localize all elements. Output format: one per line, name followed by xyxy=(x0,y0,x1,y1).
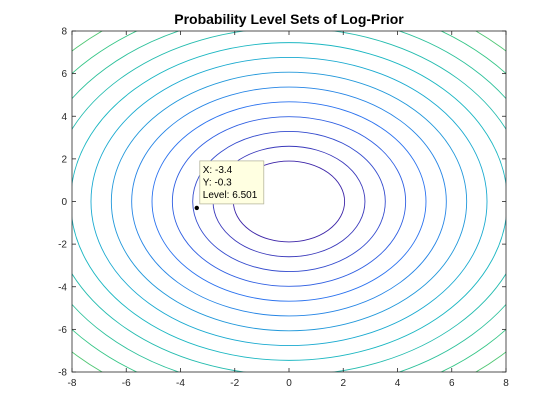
contour-level-5 xyxy=(151,101,427,302)
x-tick-label: 4 xyxy=(395,378,401,389)
datatip-box xyxy=(199,160,265,205)
y-tick-label: -2 xyxy=(58,240,67,251)
plot-area-background xyxy=(72,31,506,372)
y-tick-label: -4 xyxy=(58,282,67,293)
y-tick-label: 0 xyxy=(61,197,67,208)
datatip-marker[interactable] xyxy=(194,205,199,211)
x-tick-label: -2 xyxy=(230,378,239,389)
contour-level-4 xyxy=(171,116,407,287)
x-tick-label: -8 xyxy=(68,378,77,389)
contour-level-7 xyxy=(110,71,468,332)
x-tick-label: 8 xyxy=(503,378,509,389)
x-tick-label: 0 xyxy=(286,378,292,389)
x-axis: -8 -6 -4 -2 0 2 4 6 8 xyxy=(68,31,509,389)
x-tick-label: -4 xyxy=(176,378,185,389)
contour-level-9 xyxy=(72,42,506,361)
contour-level-8 xyxy=(90,56,488,347)
y-tick-label: 2 xyxy=(61,154,67,165)
y-tick-label: 6 xyxy=(61,69,67,80)
datatip-x-label: X: -3.4 xyxy=(203,165,233,176)
x-tick-label: 2 xyxy=(340,378,346,389)
y-tick-label: -8 xyxy=(58,368,67,379)
x-tick-label: 6 xyxy=(449,378,455,389)
y-axis: -8 -6 -4 -2 0 2 4 6 8 xyxy=(58,27,506,379)
datatip-level-label: Level: 6.501 xyxy=(203,190,258,201)
chart-title: Probability Level Sets of Log-Prior xyxy=(174,11,404,27)
y-tick-label: 4 xyxy=(61,112,67,123)
y-tick-label: -6 xyxy=(58,325,67,336)
datatip[interactable]: X: -3.4 Y: -0.3 Level: 6.501 xyxy=(194,160,265,211)
y-tick-label: 8 xyxy=(61,27,67,38)
contour-level-6 xyxy=(131,86,447,317)
x-tick-label: -6 xyxy=(122,378,131,389)
contour-level-3 xyxy=(192,130,386,273)
datatip-y-label: Y: -0.3 xyxy=(203,177,232,188)
